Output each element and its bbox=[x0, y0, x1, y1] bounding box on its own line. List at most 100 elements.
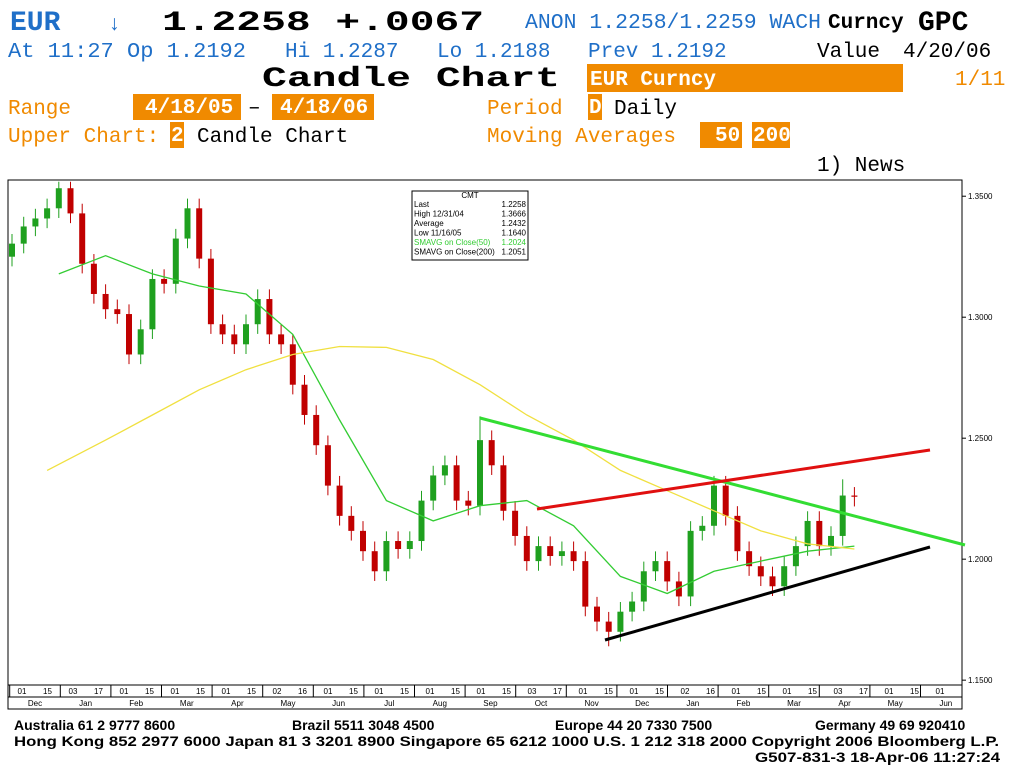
month-label: Jun bbox=[332, 699, 345, 708]
x-tick-label: 17 bbox=[553, 687, 562, 696]
x-tick-label: 01 bbox=[375, 687, 384, 696]
x-tick-label: 15 bbox=[808, 687, 817, 696]
candle-body bbox=[757, 566, 764, 577]
x-tick-label: 15 bbox=[43, 687, 52, 696]
upper-chart-code[interactable]: 2 bbox=[171, 125, 184, 148]
x-tick-label: 01 bbox=[120, 687, 129, 696]
candle-body bbox=[547, 546, 554, 557]
candle-body bbox=[324, 445, 331, 486]
candle-body bbox=[44, 208, 51, 219]
month-label: Mar bbox=[787, 699, 801, 708]
period-box[interactable] bbox=[588, 94, 602, 120]
month-label: Jun bbox=[939, 699, 952, 708]
upper-chart-name: Candle Chart bbox=[197, 126, 348, 149]
candle-body bbox=[406, 541, 413, 550]
candle-body bbox=[90, 263, 97, 294]
security[interactable]: EUR Curncy bbox=[590, 69, 716, 92]
candle-body bbox=[254, 299, 261, 325]
x-tick-label: 15 bbox=[604, 687, 613, 696]
candle-body bbox=[383, 541, 390, 572]
candle-body bbox=[161, 278, 168, 284]
candle-body bbox=[126, 314, 132, 355]
range-start-box[interactable] bbox=[133, 94, 241, 120]
ma-short-box[interactable] bbox=[700, 122, 742, 148]
candle-body bbox=[67, 188, 74, 214]
candle-body bbox=[629, 601, 636, 612]
legend-label: Last bbox=[414, 200, 430, 209]
candle-body bbox=[278, 334, 285, 345]
moving-average bbox=[58, 255, 855, 595]
candle-body bbox=[301, 384, 308, 415]
legend-value: 1.2024 bbox=[502, 238, 527, 247]
ma-long-box[interactable] bbox=[752, 122, 790, 148]
candle-body bbox=[20, 226, 27, 244]
candle-body bbox=[828, 535, 834, 547]
market: Curncy bbox=[828, 12, 904, 35]
candle-body bbox=[512, 510, 519, 536]
moving-average bbox=[46, 345, 855, 550]
range-end[interactable]: 4/18/06 bbox=[280, 97, 368, 120]
screen-title: Candle Chart bbox=[262, 64, 560, 95]
candle-body bbox=[675, 581, 682, 597]
news[interactable]: 1) News bbox=[817, 155, 905, 178]
x-tick-label: 15 bbox=[349, 687, 358, 696]
legend-label: Average bbox=[414, 219, 444, 228]
candle-body bbox=[32, 218, 39, 227]
x-tick-label: 15 bbox=[247, 687, 256, 696]
x-tick-label: 15 bbox=[451, 687, 460, 696]
candle-body bbox=[395, 541, 402, 550]
ma-short[interactable]: 50 bbox=[715, 125, 740, 148]
candle-body bbox=[488, 440, 495, 466]
candle-body bbox=[558, 551, 565, 557]
period-code[interactable]: D bbox=[589, 97, 602, 120]
candle-body bbox=[711, 485, 717, 526]
candle-body bbox=[839, 495, 846, 536]
candle-body bbox=[687, 530, 694, 597]
y-tick-label: 1.3000 bbox=[968, 313, 993, 322]
x-tick-label: 15 bbox=[196, 687, 205, 696]
candle-body bbox=[851, 495, 858, 497]
candle-body bbox=[336, 485, 343, 516]
security-box[interactable] bbox=[587, 64, 903, 92]
candle-body bbox=[441, 465, 448, 476]
candle-body bbox=[792, 546, 799, 567]
ma-label: Moving Averages bbox=[487, 126, 676, 149]
candle-body bbox=[640, 571, 647, 602]
candle-body bbox=[231, 334, 238, 345]
month-label: Feb bbox=[737, 699, 751, 708]
value-label: Value bbox=[817, 41, 880, 64]
candle-body bbox=[243, 324, 249, 345]
candle-body bbox=[570, 551, 577, 562]
month-label: Apr bbox=[838, 699, 851, 708]
candle-body bbox=[418, 500, 425, 542]
x-tick-label: 15 bbox=[400, 687, 409, 696]
plot bbox=[9, 181, 858, 647]
x-tick-label: 03 bbox=[528, 687, 537, 696]
candle-body bbox=[360, 530, 366, 552]
range-end-box[interactable] bbox=[272, 94, 374, 120]
range-dash: – bbox=[248, 97, 261, 120]
month-label: Dec bbox=[28, 699, 42, 708]
candle-body bbox=[617, 611, 624, 632]
candle-body bbox=[219, 324, 226, 335]
x-tick-label: 03 bbox=[834, 687, 843, 696]
candle-body bbox=[664, 561, 671, 582]
month-label: May bbox=[280, 699, 295, 708]
candle-body bbox=[465, 500, 472, 506]
upper-chart-box[interactable] bbox=[170, 122, 184, 148]
prev: Prev 1.2192 bbox=[588, 41, 727, 64]
y-tick-label: 1.2000 bbox=[968, 555, 993, 564]
x-tick-label: 01 bbox=[222, 687, 231, 696]
range-start[interactable]: 4/18/05 bbox=[145, 97, 233, 120]
legend-label: SMAVG on Close(50) bbox=[414, 238, 491, 247]
legend-label: Low 11/16/05 bbox=[414, 229, 462, 238]
candle-body bbox=[266, 299, 273, 335]
contact: Germany 49 69 920410 bbox=[815, 717, 965, 733]
legend-title: CMT bbox=[461, 191, 478, 200]
month-label: Oct bbox=[535, 699, 548, 708]
legend: CMT Last 1.2258 High 12/31/04 1.3666 Average… bbox=[411, 190, 529, 261]
ma-long[interactable]: 200 bbox=[753, 125, 791, 148]
month-label: May bbox=[888, 699, 903, 708]
candle-body bbox=[699, 525, 706, 531]
candle-body bbox=[348, 515, 355, 531]
